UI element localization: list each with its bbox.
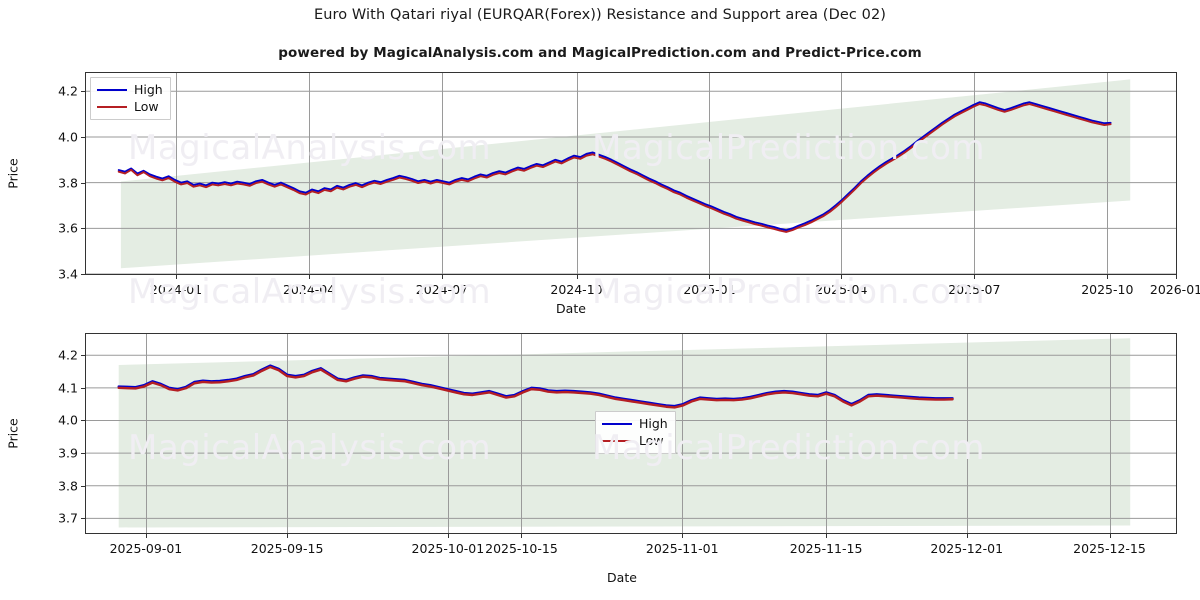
x-tick-label: 2025-10 [1081, 282, 1134, 297]
x-tick-mark [1176, 274, 1177, 279]
x-tick-label: 2025-11-15 [789, 541, 863, 556]
x-tick-mark [287, 533, 288, 538]
y-tick-mark [81, 137, 86, 138]
y-tick-mark [81, 420, 86, 421]
x-tick-mark [146, 533, 147, 538]
y-tick-mark [81, 183, 86, 184]
legend-entry-high: High [97, 81, 163, 98]
x-tick-label: 2024-07 [415, 282, 468, 297]
legend-label-high: High [639, 416, 668, 431]
x-tick-label: 2024-04 [282, 282, 336, 297]
x-tick-mark [448, 533, 449, 538]
recent-legend: High Low [595, 411, 676, 454]
x-tick-mark [974, 274, 975, 279]
x-tick-mark [1107, 274, 1108, 279]
y-tick-mark [81, 228, 86, 229]
y-tick-label: 3.9 [58, 445, 78, 461]
x-tick-mark [1110, 533, 1111, 538]
overview-x-axis-title: Date [556, 301, 586, 316]
high-line-swatch-icon [602, 422, 632, 425]
overview-chart-panel [85, 72, 1177, 275]
x-tick-label: 2025-12-01 [930, 541, 1004, 556]
y-tick-mark [81, 91, 86, 92]
x-tick-mark [521, 533, 522, 538]
overview-legend: High Low [90, 77, 171, 120]
x-tick-label: 2025-07 [948, 282, 1001, 297]
legend-label-low: Low [639, 433, 664, 448]
y-tick-label: 3.6 [58, 220, 78, 236]
legend-entry-low: Low [602, 432, 668, 449]
y-tick-mark [81, 388, 86, 389]
x-tick-label: 2026-01 [1149, 282, 1200, 297]
x-tick-mark [709, 274, 710, 279]
x-tick-label: 2025-11-01 [645, 541, 719, 556]
y-tick-label: 3.7 [58, 510, 78, 526]
x-tick-label: 2025-12-15 [1073, 541, 1146, 556]
y-tick-mark [81, 486, 86, 487]
x-tick-label: 2025-01 [683, 282, 736, 297]
legend-label-high: High [134, 82, 163, 97]
x-tick-label: 2025-09-01 [109, 541, 183, 556]
x-tick-label: 2024-10 [550, 282, 603, 297]
y-tick-mark [81, 518, 86, 519]
legend-entry-low: Low [97, 98, 163, 115]
overview-plot-area [86, 73, 1176, 274]
y-tick-label: 4.2 [58, 83, 78, 99]
x-tick-mark [967, 533, 968, 538]
legend-entry-high: High [602, 415, 668, 432]
y-tick-mark [81, 453, 86, 454]
x-tick-mark [841, 274, 842, 279]
x-tick-label: 2025-10-15 [485, 541, 558, 556]
y-tick-label: 4.0 [58, 412, 78, 428]
y-tick-mark [81, 355, 86, 356]
y-tick-label: 4.2 [58, 347, 78, 363]
y-tick-label: 3.8 [58, 175, 78, 191]
recent-x-axis-title: Date [607, 570, 637, 585]
y-tick-mark [81, 274, 86, 275]
page-title: Euro With Qatari riyal (EURQAR(Forex)) R… [313, 7, 887, 23]
x-tick-mark [826, 533, 827, 538]
x-tick-mark [577, 274, 578, 279]
x-tick-label: 2025-10-01 [411, 541, 485, 556]
x-tick-label: 2025-04 [815, 282, 868, 297]
low-line-swatch-icon [602, 439, 632, 442]
y-tick-label: 3.8 [58, 478, 78, 494]
x-tick-mark [682, 533, 683, 538]
x-tick-label: 2025-09-15 [250, 541, 324, 556]
page-subtitle: powered by MagicalAnalysis.com and Magic… [278, 45, 922, 61]
x-tick-mark [309, 274, 310, 279]
y-tick-label: 3.4 [58, 266, 78, 282]
x-tick-mark [176, 274, 177, 279]
y-tick-label: 4.0 [58, 129, 78, 145]
y-tick-label: 4.1 [58, 380, 78, 396]
x-tick-label: 2024-01 [149, 282, 203, 297]
recent-y-axis-title: Price [5, 418, 21, 449]
low-line-swatch-icon [97, 105, 127, 108]
x-tick-mark [442, 274, 443, 279]
high-line-swatch-icon [97, 88, 127, 91]
overview-y-axis-title: Price [5, 158, 21, 189]
legend-label-low: Low [134, 99, 159, 114]
